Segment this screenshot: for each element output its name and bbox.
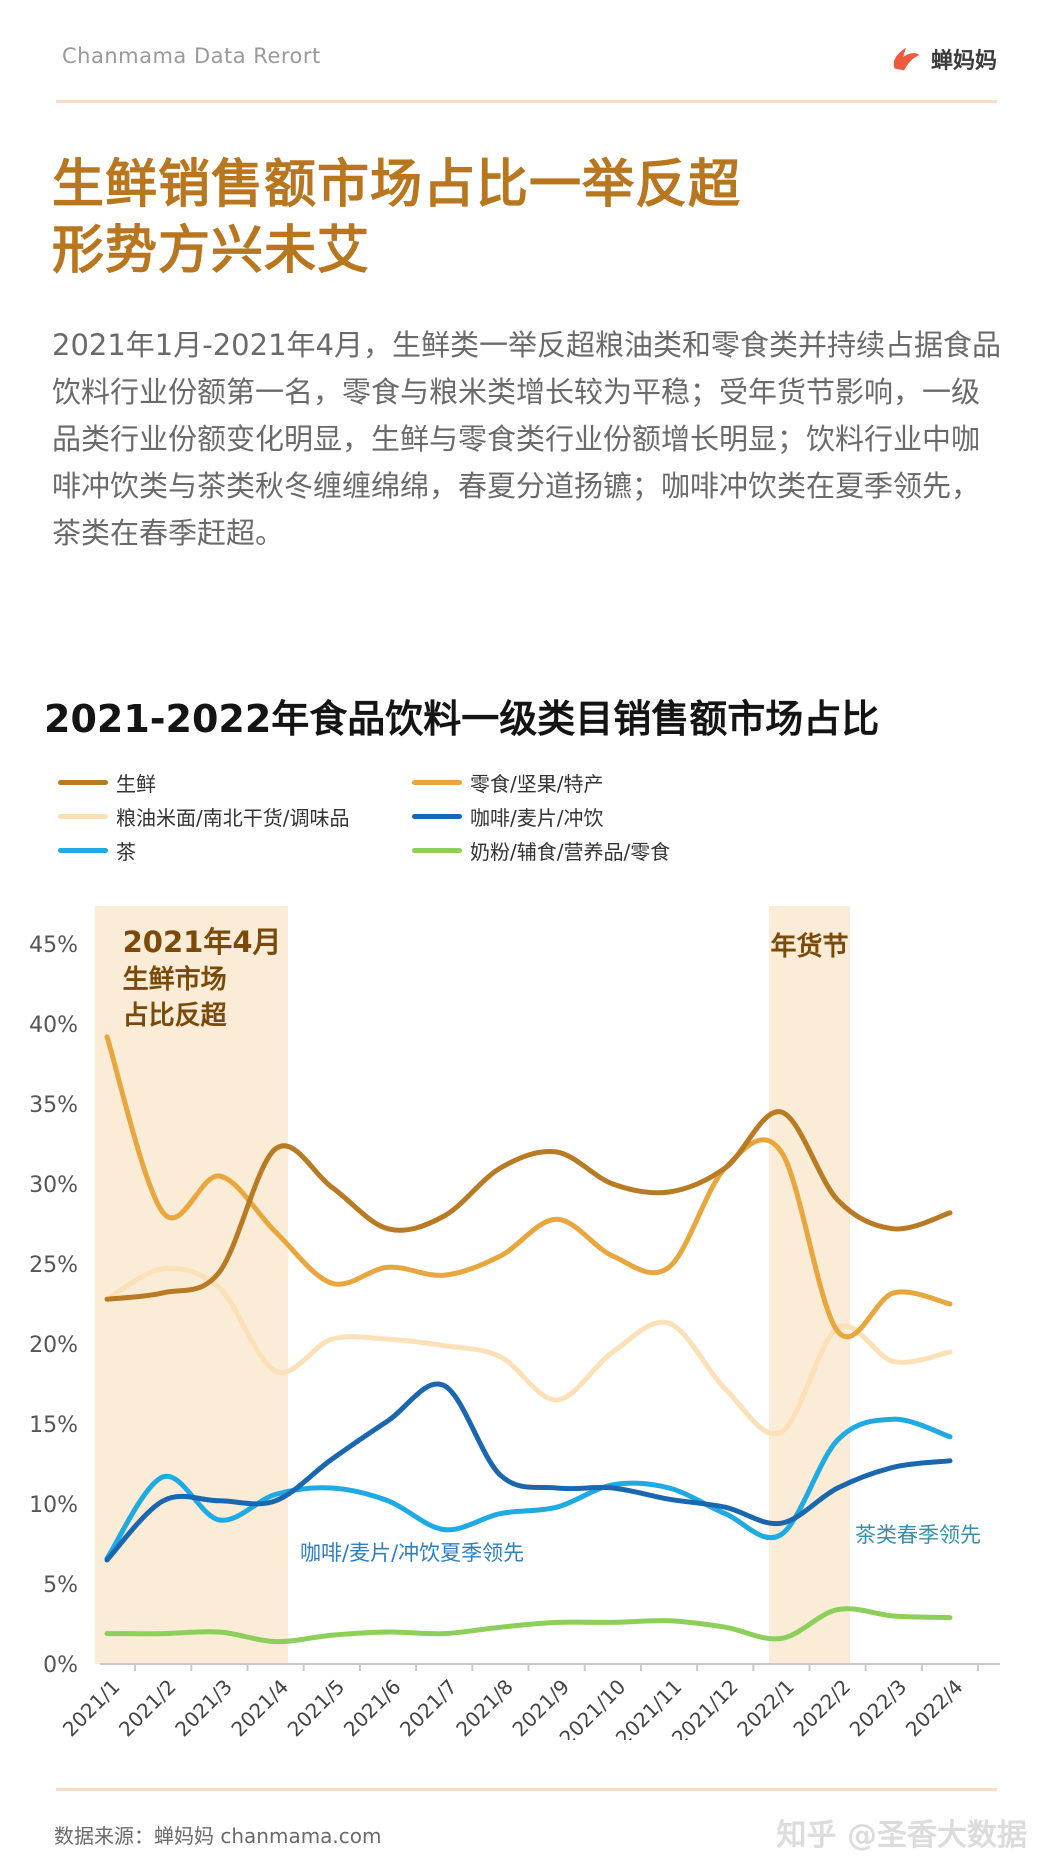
y-tick-label: 30% xyxy=(29,1173,78,1198)
header-divider xyxy=(56,100,997,103)
series-line xyxy=(104,1034,953,1340)
x-tick-label: 2021/2 xyxy=(114,1675,181,1740)
y-tick-label: 45% xyxy=(29,933,78,958)
x-tick-label: 2022/3 xyxy=(845,1675,912,1740)
highlight-label: 生鲜市场 xyxy=(123,964,227,995)
annotation-coffee: 咖啡/麦片/冲饮夏季领先 xyxy=(300,1541,524,1565)
series-line xyxy=(104,1381,953,1563)
x-tick-label: 2021/6 xyxy=(339,1675,406,1740)
series-line xyxy=(104,1109,953,1302)
x-tick-label: 2021/1 xyxy=(58,1675,125,1740)
legend-label: 茶 xyxy=(116,840,136,864)
x-tick-label: 2022/4 xyxy=(901,1675,968,1740)
legend-label: 咖啡/麦片/冲饮 xyxy=(470,806,604,830)
footer-divider xyxy=(56,1788,997,1791)
header-brand: Chanmama Data Rerort xyxy=(62,44,321,68)
headline-line-1: 生鲜销售额市场占比一举反超 xyxy=(52,155,742,215)
legend-swatch xyxy=(58,848,108,853)
legend-item: 奶粉/辅食/营养品/零食 xyxy=(412,836,670,865)
legend-label: 奶粉/辅食/营养品/零食 xyxy=(470,840,671,864)
legend-item: 粮油米面/南北干货/调味品 xyxy=(58,802,349,831)
legend-swatch xyxy=(58,780,108,785)
watermark: 知乎 @圣香大数据 xyxy=(776,1818,1027,1853)
headline-line-2: 形势方兴未艾 xyxy=(52,221,371,281)
x-tick-label: 2021/8 xyxy=(451,1675,518,1740)
logo-text: 蝉妈妈 xyxy=(930,49,997,74)
x-tick-label: 2021/4 xyxy=(226,1675,293,1740)
y-tick-label: 35% xyxy=(29,1093,78,1118)
legend-item: 咖啡/麦片/冲饮 xyxy=(412,802,603,831)
series-line xyxy=(104,1606,953,1645)
y-tick-label: 5% xyxy=(43,1573,78,1598)
page-headline: 生鲜销售额市场占比一举反超 形势方兴未艾 xyxy=(52,152,741,284)
legend-label: 零食/坚果/特产 xyxy=(470,772,604,796)
annotation-tea: 茶类春季领先 xyxy=(855,1523,981,1547)
chart-title: 2021-2022年食品饮料一级类目销售额市场占比 xyxy=(44,697,880,741)
x-tick-label: 2021/7 xyxy=(395,1675,462,1740)
y-tick-label: 10% xyxy=(29,1493,78,1518)
series-line xyxy=(104,1265,953,1437)
y-tick-label: 40% xyxy=(29,1013,78,1038)
series-line xyxy=(104,1416,953,1561)
x-tick-label: 2021/5 xyxy=(283,1675,350,1740)
intro-paragraph: 2021年1月-2021年4月，生鲜类一举反超粮油类和零食类并持续占据食品饮料行… xyxy=(52,328,1001,550)
y-tick-label: 0% xyxy=(43,1653,78,1678)
legend-swatch xyxy=(412,848,462,853)
legend-label: 粮油米面/南北干货/调味品 xyxy=(116,806,350,830)
y-tick-label: 25% xyxy=(29,1253,78,1278)
chanmama-logo-icon xyxy=(893,47,920,71)
legend-label: 生鲜 xyxy=(116,772,156,796)
x-tick-label: 2022/2 xyxy=(788,1675,855,1740)
legend-item: 生鲜 xyxy=(58,768,156,797)
highlight-band xyxy=(769,906,850,1664)
legend-swatch xyxy=(58,814,108,819)
highlight-label: 2021年4月 xyxy=(123,925,282,959)
x-tick-label: 2021/3 xyxy=(170,1675,237,1740)
legend-item: 零食/坚果/特产 xyxy=(412,768,603,797)
highlight-label: 年货节 xyxy=(770,931,848,962)
legend-swatch xyxy=(412,780,462,785)
legend-swatch xyxy=(412,814,462,819)
legend-item: 茶 xyxy=(58,836,136,865)
brand-logo: 蝉妈妈 xyxy=(887,40,997,78)
x-tick-label: 2022/1 xyxy=(732,1675,799,1740)
y-tick-label: 20% xyxy=(29,1333,78,1358)
highlight-label: 占比反超 xyxy=(123,1001,228,1031)
data-source: 数据来源：蝉妈妈 chanmama.com xyxy=(54,1824,382,1848)
y-tick-label: 15% xyxy=(29,1413,78,1438)
